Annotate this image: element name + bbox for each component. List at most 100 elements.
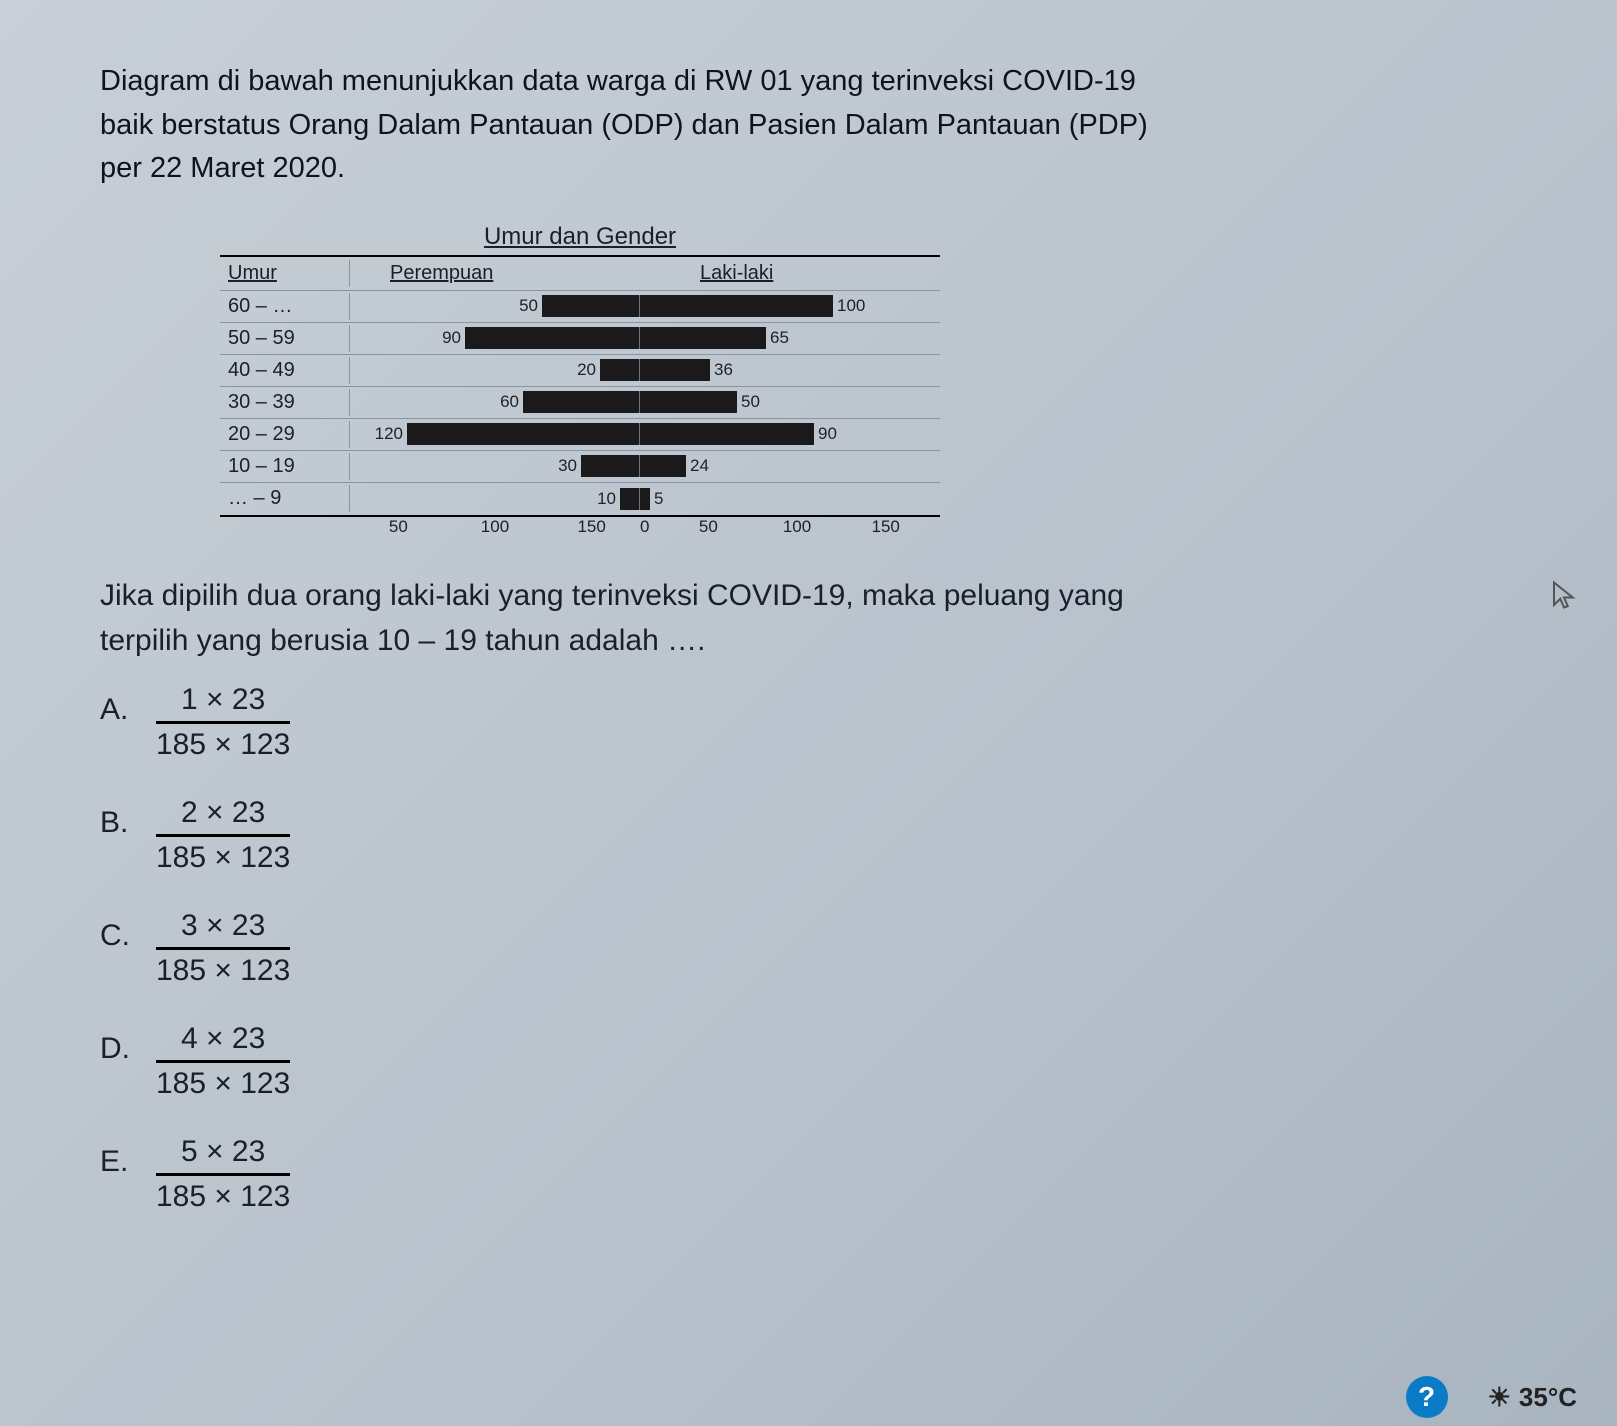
question-line: baik berstatus Orang Dalam Pantauan (ODP… xyxy=(100,109,1148,141)
question-followup: Jika dipilih dua orang laki-laki yang te… xyxy=(100,573,1517,663)
female-bar-area: 90 xyxy=(350,327,640,349)
answer-options: A.1 × 23185 × 123B.2 × 23185 × 123C.3 × … xyxy=(100,683,1517,1214)
fraction-numerator: 2 × 23 xyxy=(156,796,290,837)
male-value: 5 xyxy=(650,489,667,509)
male-bar-area: 24 xyxy=(640,455,930,477)
axis-tick: 50 xyxy=(350,517,447,537)
option-letter: B. xyxy=(100,796,156,840)
option-letter: D. xyxy=(100,1022,156,1066)
age-label: 30 – 39 xyxy=(220,389,350,416)
cursor-icon xyxy=(1551,580,1577,618)
female-bar-area: 120 xyxy=(350,423,640,445)
fraction-denominator: 185 × 123 xyxy=(156,1063,290,1101)
female-value: 90 xyxy=(438,328,465,348)
axis-tick: 150 xyxy=(841,517,930,537)
female-bar xyxy=(523,391,639,413)
female-value: 120 xyxy=(371,424,407,444)
option-fraction: 3 × 23185 × 123 xyxy=(156,909,290,988)
female-bar xyxy=(542,295,639,317)
fraction-numerator: 3 × 23 xyxy=(156,909,290,950)
female-bar xyxy=(620,488,639,510)
temperature-label: 35°C xyxy=(1519,1382,1577,1413)
female-bar-area: 20 xyxy=(350,359,640,381)
population-pyramid-chart: Umur dan Gender UmurPerempuanLaki-laki 60… xyxy=(220,223,940,537)
fraction-denominator: 185 × 123 xyxy=(156,724,290,762)
male-bar-area: 5 xyxy=(640,488,930,510)
female-bar xyxy=(465,327,639,349)
option-letter: E. xyxy=(100,1135,156,1179)
age-label: … – 9 xyxy=(220,485,350,512)
male-bar-area: 50 xyxy=(640,391,930,413)
option-fraction: 5 × 23185 × 123 xyxy=(156,1135,290,1214)
male-bar-area: 36 xyxy=(640,359,930,381)
chart-title: Umur dan Gender xyxy=(220,223,940,251)
male-bar-area: 90 xyxy=(640,423,930,445)
col-header-female: Perempuan xyxy=(350,262,640,285)
female-value: 50 xyxy=(515,296,542,316)
age-label: 20 – 29 xyxy=(220,421,350,448)
option-fraction: 1 × 23185 × 123 xyxy=(156,683,290,762)
question-intro: Diagram di bawah menunjukkan data warga … xyxy=(100,60,1517,191)
col-header-age: Umur xyxy=(220,260,350,287)
answer-option[interactable]: C.3 × 23185 × 123 xyxy=(100,909,1517,988)
female-value: 10 xyxy=(593,489,620,509)
col-header-male: Laki-laki xyxy=(640,262,930,285)
axis-tick: 50 xyxy=(664,517,753,537)
fraction-denominator: 185 × 123 xyxy=(156,950,290,988)
female-bar xyxy=(407,423,639,445)
age-label: 10 – 19 xyxy=(220,453,350,480)
option-fraction: 2 × 23185 × 123 xyxy=(156,796,290,875)
male-bar xyxy=(640,359,710,381)
followup-line: terpilih yang berusia 10 – 19 tahun adal… xyxy=(100,624,705,657)
fraction-numerator: 5 × 23 xyxy=(156,1135,290,1176)
male-value: 100 xyxy=(833,296,869,316)
male-bar xyxy=(640,391,737,413)
age-label: 60 – … xyxy=(220,293,350,320)
male-value: 90 xyxy=(814,424,841,444)
question-line: Diagram di bawah menunjukkan data warga … xyxy=(100,65,1136,97)
fraction-numerator: 4 × 23 xyxy=(156,1022,290,1063)
answer-option[interactable]: D.4 × 23185 × 123 xyxy=(100,1022,1517,1101)
age-label: 50 – 59 xyxy=(220,325,350,352)
male-bar-area: 100 xyxy=(640,295,930,317)
male-bar-area: 65 xyxy=(640,327,930,349)
male-bar xyxy=(640,423,814,445)
age-label: 40 – 49 xyxy=(220,357,350,384)
female-value: 20 xyxy=(573,360,600,380)
fraction-denominator: 185 × 123 xyxy=(156,1176,290,1214)
male-value: 65 xyxy=(766,328,793,348)
help-icon[interactable]: ? xyxy=(1406,1376,1448,1418)
axis-tick: 150 xyxy=(543,517,640,537)
taskbar: ? ☀ 35°C xyxy=(1406,1368,1617,1426)
axis-tick: 100 xyxy=(447,517,544,537)
fraction-denominator: 185 × 123 xyxy=(156,837,290,875)
fraction-numerator: 1 × 23 xyxy=(156,683,290,724)
axis-tick: 0 xyxy=(640,517,664,537)
female-bar xyxy=(600,359,639,381)
option-fraction: 4 × 23185 × 123 xyxy=(156,1022,290,1101)
female-value: 60 xyxy=(496,392,523,412)
followup-line: Jika dipilih dua orang laki-laki yang te… xyxy=(100,579,1124,612)
answer-option[interactable]: B.2 × 23185 × 123 xyxy=(100,796,1517,875)
male-bar xyxy=(640,327,766,349)
male-bar xyxy=(640,455,686,477)
female-bar-area: 30 xyxy=(350,455,640,477)
male-value: 24 xyxy=(686,456,713,476)
female-bar-area: 50 xyxy=(350,295,640,317)
sun-icon: ☀ xyxy=(1488,1382,1511,1413)
option-letter: C. xyxy=(100,909,156,953)
male-value: 50 xyxy=(737,392,764,412)
female-value: 30 xyxy=(554,456,581,476)
axis-tick: 100 xyxy=(753,517,842,537)
male-value: 36 xyxy=(710,360,737,380)
male-bar xyxy=(640,295,833,317)
answer-option[interactable]: A.1 × 23185 × 123 xyxy=(100,683,1517,762)
weather-widget[interactable]: ☀ 35°C xyxy=(1488,1382,1577,1413)
answer-option[interactable]: E.5 × 23185 × 123 xyxy=(100,1135,1517,1214)
female-bar-area: 10 xyxy=(350,488,640,510)
female-bar-area: 60 xyxy=(350,391,640,413)
female-bar xyxy=(581,455,639,477)
option-letter: A. xyxy=(100,683,156,727)
male-bar xyxy=(640,488,650,510)
question-line: per 22 Maret 2020. xyxy=(100,152,345,184)
